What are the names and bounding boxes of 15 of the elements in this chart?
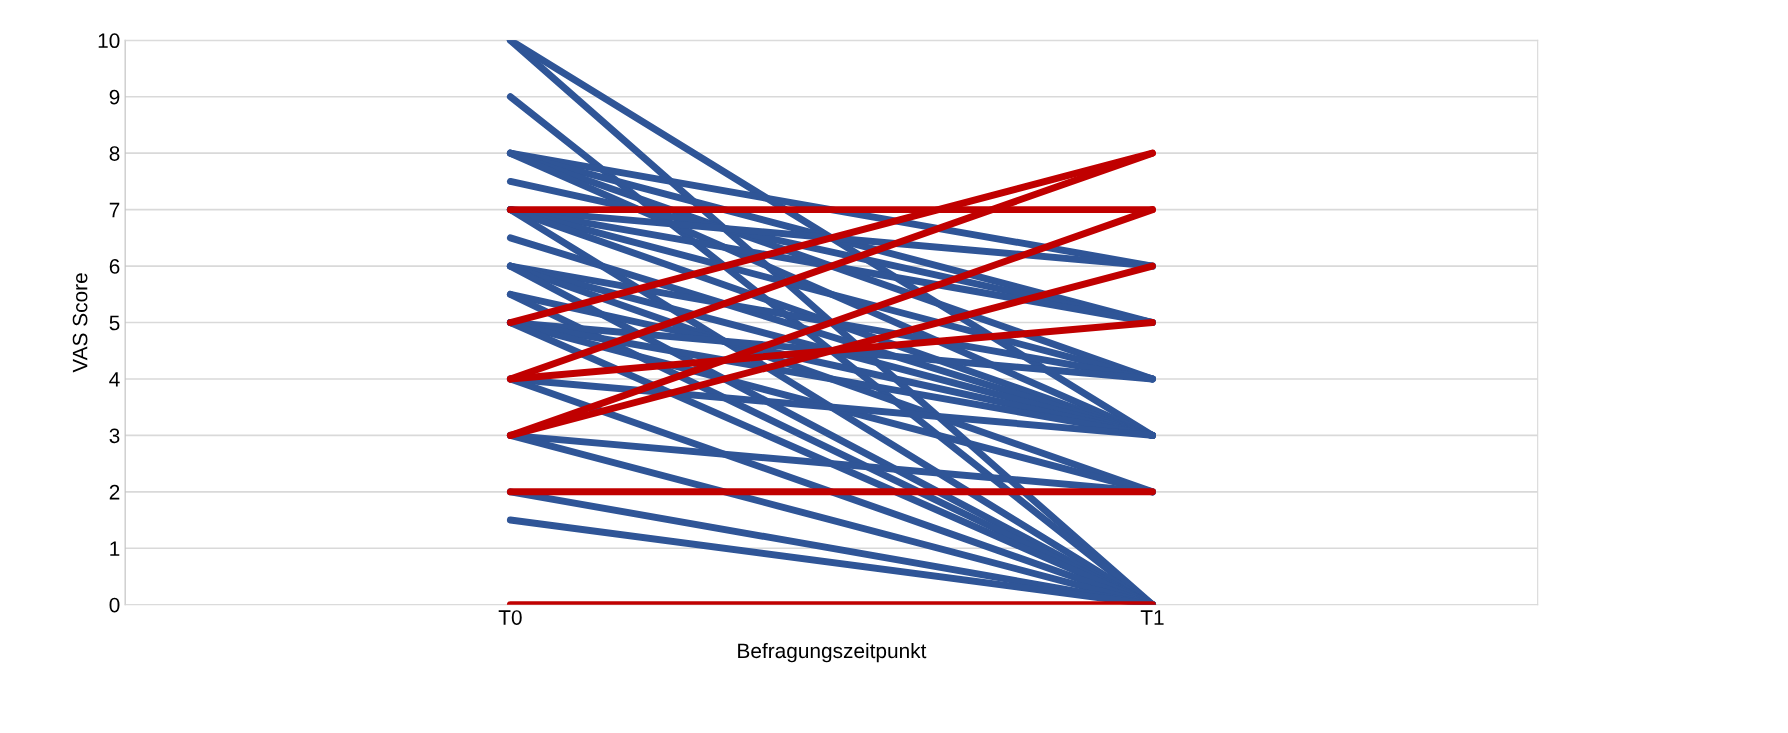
x-tick-label: T0 <box>498 610 522 625</box>
y-tick-label: 5 <box>109 315 120 331</box>
x-tick-label: T1 <box>1140 610 1164 625</box>
y-tick-label: 6 <box>109 259 120 274</box>
y-tick-label: 10 <box>98 33 120 49</box>
y-tick-label: 4 <box>109 372 120 387</box>
y-axis-title: VAS Score <box>72 273 88 373</box>
y-tick-label: 2 <box>109 484 120 500</box>
y-tick-label: 8 <box>109 146 120 161</box>
y-tick-label: 1 <box>110 541 120 556</box>
y-tick-label: 3 <box>109 428 120 444</box>
y-tick-label: 0 <box>109 597 120 613</box>
x-axis-title: Befragungszeitpunkt <box>738 642 927 663</box>
y-tick-label: 7 <box>109 202 120 218</box>
y-tick-label: 9 <box>109 89 120 105</box>
